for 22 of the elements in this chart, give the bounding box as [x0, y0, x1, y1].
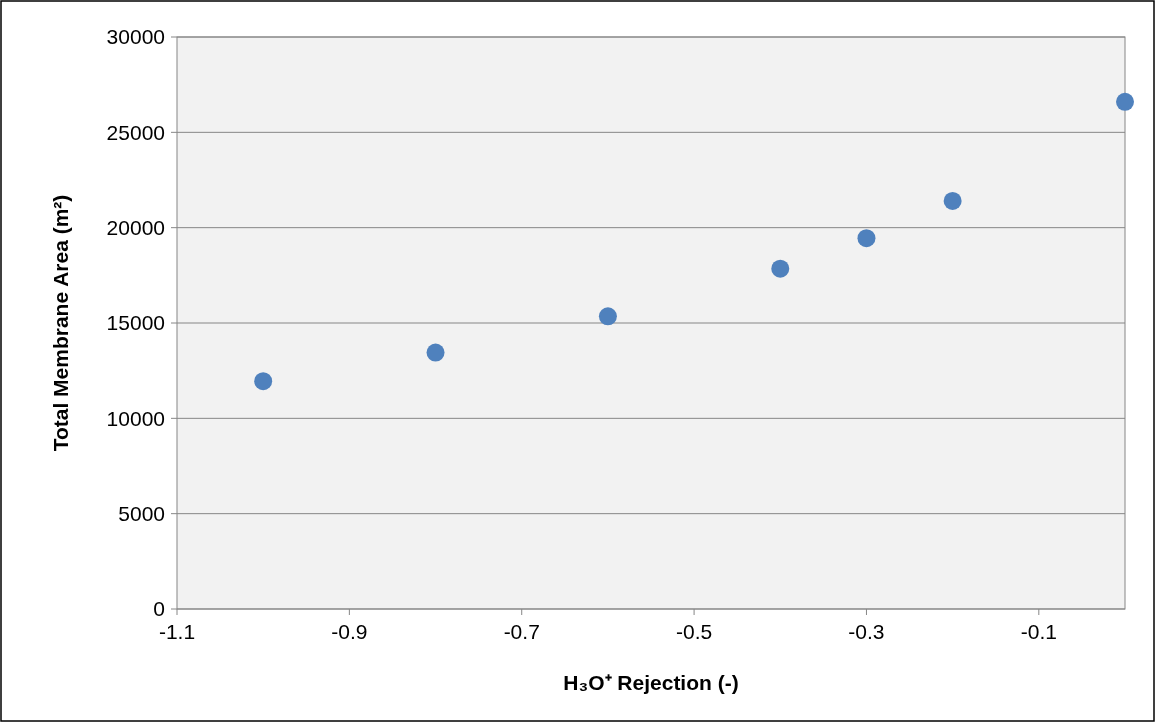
- y-tick-label: 10000: [106, 406, 165, 430]
- point: [771, 259, 790, 278]
- point: [943, 191, 962, 210]
- y-tick-label: 30000: [106, 25, 165, 49]
- point: [254, 372, 273, 391]
- x-axis-title: H₃O⁺ Rejection (-): [563, 671, 739, 694]
- y-tick-label: 15000: [106, 311, 165, 335]
- x-tick-label: -1.1: [158, 620, 196, 643]
- x-tick-label: -0.3: [848, 620, 885, 643]
- point: [598, 307, 617, 326]
- y-tick-label: 5000: [118, 502, 165, 526]
- point: [1116, 92, 1134, 111]
- x-tick-label: -0.1: [1020, 620, 1057, 643]
- y-tick-label: 20000: [106, 216, 165, 240]
- x-tick-label: -0.5: [676, 620, 713, 643]
- y-tick-label: 25000: [106, 120, 165, 144]
- y-tick-label: 0: [153, 597, 165, 621]
- x-tick-label: -0.7: [503, 620, 540, 643]
- point: [857, 229, 876, 248]
- point: [426, 343, 445, 362]
- x-tick-label: -0.9: [331, 620, 368, 643]
- y-axis-title: Total Membrane Area (m²): [49, 194, 72, 452]
